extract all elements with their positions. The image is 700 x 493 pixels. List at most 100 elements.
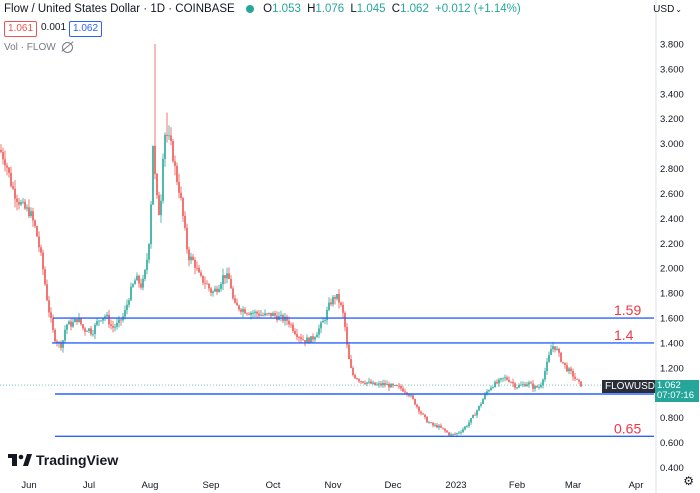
candle-body <box>302 339 304 341</box>
candle-body <box>404 391 406 393</box>
price-tick-label: 0.800 <box>660 413 684 424</box>
brand-name: TradingView <box>36 452 119 468</box>
candle-body <box>304 340 306 343</box>
hide-eye-icon[interactable] <box>61 42 73 53</box>
candle-body <box>152 145 154 205</box>
candle-body <box>506 377 508 380</box>
candle-body <box>62 340 64 348</box>
candle-body <box>156 173 158 196</box>
open-key: O <box>263 3 273 15</box>
candle-body <box>572 370 574 377</box>
candle-body <box>360 381 362 382</box>
candle-body <box>128 300 130 305</box>
candle-body <box>472 414 474 419</box>
candle-body <box>484 393 486 400</box>
settings-gear-icon[interactable]: ⚙ <box>683 474 694 488</box>
candle-body <box>0 149 2 153</box>
candle-body <box>208 283 210 289</box>
candle-body <box>6 165 8 168</box>
candle-body <box>420 411 422 414</box>
candle-body <box>68 321 70 325</box>
candle-body <box>26 207 28 209</box>
candle-body <box>242 309 244 312</box>
candle-body <box>498 379 500 384</box>
price-tick-label: 2.200 <box>660 239 684 250</box>
candle-body <box>424 414 426 418</box>
candle-body <box>268 312 270 314</box>
price-tick-label: 0.400 <box>660 463 684 474</box>
price-tick-label: 2.000 <box>660 264 684 275</box>
candle-body <box>28 207 30 217</box>
candle-body <box>204 282 206 284</box>
candle-body <box>116 322 118 327</box>
candle-body <box>562 361 564 363</box>
candle-body <box>298 337 300 338</box>
candle-body <box>436 424 438 428</box>
currency-selector[interactable]: USD⌄ <box>653 4 682 15</box>
candle-body <box>232 288 234 299</box>
candle-body <box>306 337 308 343</box>
candle-body <box>364 382 366 384</box>
candle-body <box>338 294 340 303</box>
sell-price-button[interactable]: 1.061 <box>4 21 38 37</box>
candle-body <box>372 382 374 384</box>
candle-body <box>220 284 222 289</box>
symbol-legend: Flow / United States Dollar · 1D · COINB… <box>4 3 524 15</box>
level-label: 0.65 <box>614 420 641 436</box>
candle-body <box>260 314 262 316</box>
time-tick-label: Dec <box>385 480 402 491</box>
candle-body <box>494 381 496 388</box>
candle-body <box>70 321 72 327</box>
candle-body <box>230 279 232 289</box>
candle-body <box>408 394 410 396</box>
candle-body <box>340 302 342 305</box>
tradingview-logo[interactable]: TradingView <box>8 452 118 468</box>
candle-body <box>286 316 288 321</box>
candle-body <box>100 320 102 322</box>
candle-body <box>66 324 68 330</box>
candle-body <box>148 244 150 260</box>
candle-body <box>504 377 506 379</box>
level-label: 1.59 <box>614 302 641 318</box>
candle-body <box>4 159 6 166</box>
candle-body <box>2 152 4 160</box>
market-status-icon <box>245 4 254 13</box>
candle-body <box>258 313 260 316</box>
candle-body <box>300 337 302 340</box>
candle-body <box>60 342 62 348</box>
candle-body <box>430 422 432 424</box>
candle-body <box>84 328 86 332</box>
candle-body <box>80 317 82 325</box>
candle-body <box>486 391 488 394</box>
candle-body <box>344 312 346 327</box>
candle-body <box>154 145 156 174</box>
candle-body <box>86 331 88 332</box>
price-tick-label: 3.600 <box>660 64 684 75</box>
candle-body <box>46 284 48 301</box>
candle-body <box>38 236 40 248</box>
buy-price-button[interactable]: 1.062 <box>69 21 103 37</box>
candle-body <box>194 259 196 268</box>
candle-body <box>138 275 140 284</box>
candle-body <box>246 313 248 315</box>
candle-body <box>308 337 310 343</box>
candle-body <box>20 202 22 205</box>
candle-body <box>106 314 108 317</box>
candle-body <box>520 384 522 386</box>
volume-indicator-label[interactable]: Vol · FLOW <box>4 42 73 53</box>
candle-body <box>54 329 56 342</box>
candle-body <box>574 376 576 379</box>
candle-body <box>104 316 106 319</box>
candle-body <box>470 418 472 423</box>
candle-body <box>8 167 10 173</box>
candle-body <box>442 427 444 429</box>
level-label: 1.4 <box>614 327 634 343</box>
candle-body <box>158 195 160 216</box>
candle-body <box>532 383 534 389</box>
candle-body <box>98 320 100 322</box>
price-tick-label: 3.800 <box>660 40 684 51</box>
candle-body <box>30 211 32 217</box>
symbol-title[interactable]: Flow / United States Dollar · 1D · COINB… <box>4 3 235 15</box>
candle-body <box>540 385 542 388</box>
